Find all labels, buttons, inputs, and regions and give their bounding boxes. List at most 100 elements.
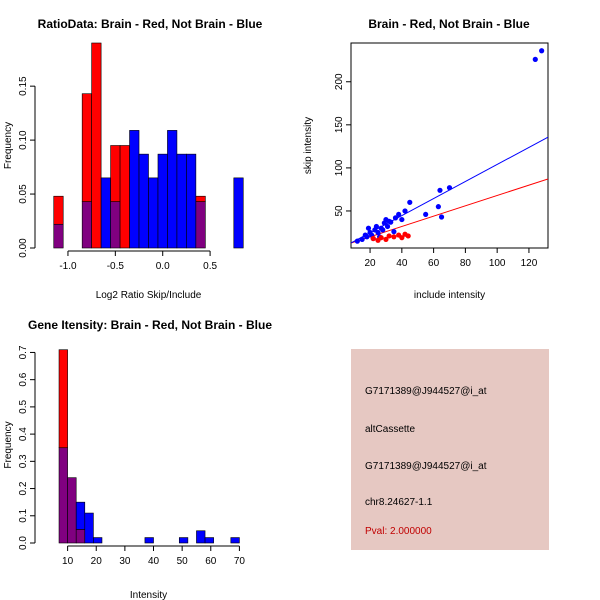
x-tick-label: 0.0 xyxy=(156,261,170,272)
not-brain-point xyxy=(365,225,372,231)
not-brain-bar xyxy=(157,153,168,249)
y-tick-label: 0.7 xyxy=(18,345,29,359)
brain-bar xyxy=(110,145,121,202)
probe-id-secondary-label: G7171389@J944527@i_at xyxy=(365,461,487,472)
not-brain-point xyxy=(375,229,381,236)
chart-0: RatioData: Brain - Red, Not Brain - Blue… xyxy=(3,17,263,301)
not-brain-point xyxy=(388,219,394,225)
x-tick-label: 10 xyxy=(62,556,74,567)
pval-label: Pval: 2.000000 xyxy=(365,526,432,537)
plot-frame xyxy=(350,42,549,249)
x-tick-label: 20 xyxy=(365,258,377,269)
not-brain-point xyxy=(354,238,360,244)
not-brain-bar xyxy=(75,501,86,530)
not-brain-point xyxy=(407,199,413,205)
overlap-bar xyxy=(58,447,68,544)
not-brain-point xyxy=(359,236,365,242)
not-brain-bar xyxy=(204,537,214,544)
not-brain-bar xyxy=(196,530,206,544)
x-tick-label: 30 xyxy=(119,556,131,567)
y-tick-label: 150 xyxy=(334,116,345,133)
y-tick-label: 0.2 xyxy=(18,481,29,495)
overlap-bar xyxy=(81,201,92,249)
overlap-bar xyxy=(75,529,86,544)
brain-point xyxy=(383,236,389,242)
not-brain-bar xyxy=(84,512,94,544)
chromosome-location-label: chr8.24627-1.1 xyxy=(365,497,433,508)
overlap-bar xyxy=(53,223,64,249)
not-brain-point xyxy=(435,204,441,210)
not-brain-bar xyxy=(178,537,189,544)
not-brain-point xyxy=(446,185,453,191)
x-axis-label: include intensity xyxy=(414,290,485,301)
event-type-label: altCassette xyxy=(365,424,416,435)
brain-fit-line xyxy=(351,178,548,244)
overlap-bar xyxy=(195,201,206,249)
x-tick-label: 20 xyxy=(91,556,103,567)
y-tick-label: 0.3 xyxy=(18,454,29,468)
x-tick-label: -1.0 xyxy=(59,261,77,272)
x-tick-label: 50 xyxy=(177,556,189,567)
brain-point xyxy=(378,235,384,241)
brain-point xyxy=(386,233,392,239)
not-brain-bar xyxy=(230,537,240,544)
not-brain-point xyxy=(380,227,386,233)
plot-area xyxy=(351,48,548,244)
y-tick-label: 0.6 xyxy=(18,372,29,386)
not-brain-point xyxy=(399,216,405,223)
y-axis-label: Frequency xyxy=(3,122,14,169)
x-tick-label: -0.5 xyxy=(107,261,125,272)
not-brain-bar xyxy=(138,153,149,249)
not-brain-point xyxy=(384,223,391,230)
x-tick-label: 70 xyxy=(234,556,246,567)
not-brain-point xyxy=(539,48,545,54)
not-brain-point xyxy=(437,187,443,193)
chart-1: Brain - Red, Not Brain - Blue include int… xyxy=(303,17,549,301)
brain-bar xyxy=(195,195,206,202)
not-brain-point xyxy=(423,211,429,218)
brain-point xyxy=(405,233,411,239)
not-brain-bar xyxy=(176,153,187,249)
chart-title: Brain - Red, Not Brain - Blue xyxy=(368,17,530,31)
x-tick-label: 120 xyxy=(521,258,538,269)
probe-id-label: G7171389@J944527@i_at xyxy=(365,386,487,397)
overlap-bar xyxy=(110,201,121,249)
y-tick-label: 0.5 xyxy=(18,400,29,414)
not-brain-point xyxy=(392,215,399,221)
not-brain-point xyxy=(438,214,445,220)
y-axis-label: Frequency xyxy=(3,421,14,468)
chart-title: RatioData: Brain - Red, Not Brain - Blue xyxy=(38,17,263,31)
x-tick-label: 100 xyxy=(489,258,506,269)
y-axis-label: skip intensity xyxy=(303,117,314,174)
not-brain-bar xyxy=(186,153,197,249)
brain-bar xyxy=(81,93,92,202)
not-brain-bar xyxy=(233,177,244,249)
brain-bar xyxy=(53,195,64,225)
not-brain-bar xyxy=(148,177,159,249)
probe-info-panel: G7171389@J944527@i_at altCassette G71713… xyxy=(351,349,549,550)
not-brain-point xyxy=(396,211,402,218)
y-tick-label: 0.1 xyxy=(18,508,29,522)
brain-point xyxy=(391,234,397,240)
x-tick-label: 0.5 xyxy=(203,261,217,272)
not-brain-bar xyxy=(93,537,103,544)
not-brain-point xyxy=(532,56,538,62)
not-brain-point xyxy=(391,229,397,235)
x-tick-label: 60 xyxy=(428,258,440,269)
brain-point xyxy=(399,235,405,241)
y-tick-label: 0.15 xyxy=(18,76,29,96)
not-brain-bar xyxy=(167,130,178,249)
brain-bar xyxy=(58,349,68,449)
not-brain-bar xyxy=(129,130,140,249)
brain-point xyxy=(370,235,376,242)
y-tick-label: 0.4 xyxy=(18,427,29,441)
overlap-bar xyxy=(67,477,77,544)
y-tick-label: 0.0 xyxy=(18,536,29,550)
y-tick-label: 50 xyxy=(334,205,345,217)
x-tick-label: 60 xyxy=(205,556,217,567)
not-brain-point xyxy=(402,208,408,214)
not-brain-bar xyxy=(100,177,111,249)
not-brain-point xyxy=(373,223,380,230)
not-brain-point xyxy=(364,234,370,240)
x-tick-label: 40 xyxy=(148,556,160,567)
